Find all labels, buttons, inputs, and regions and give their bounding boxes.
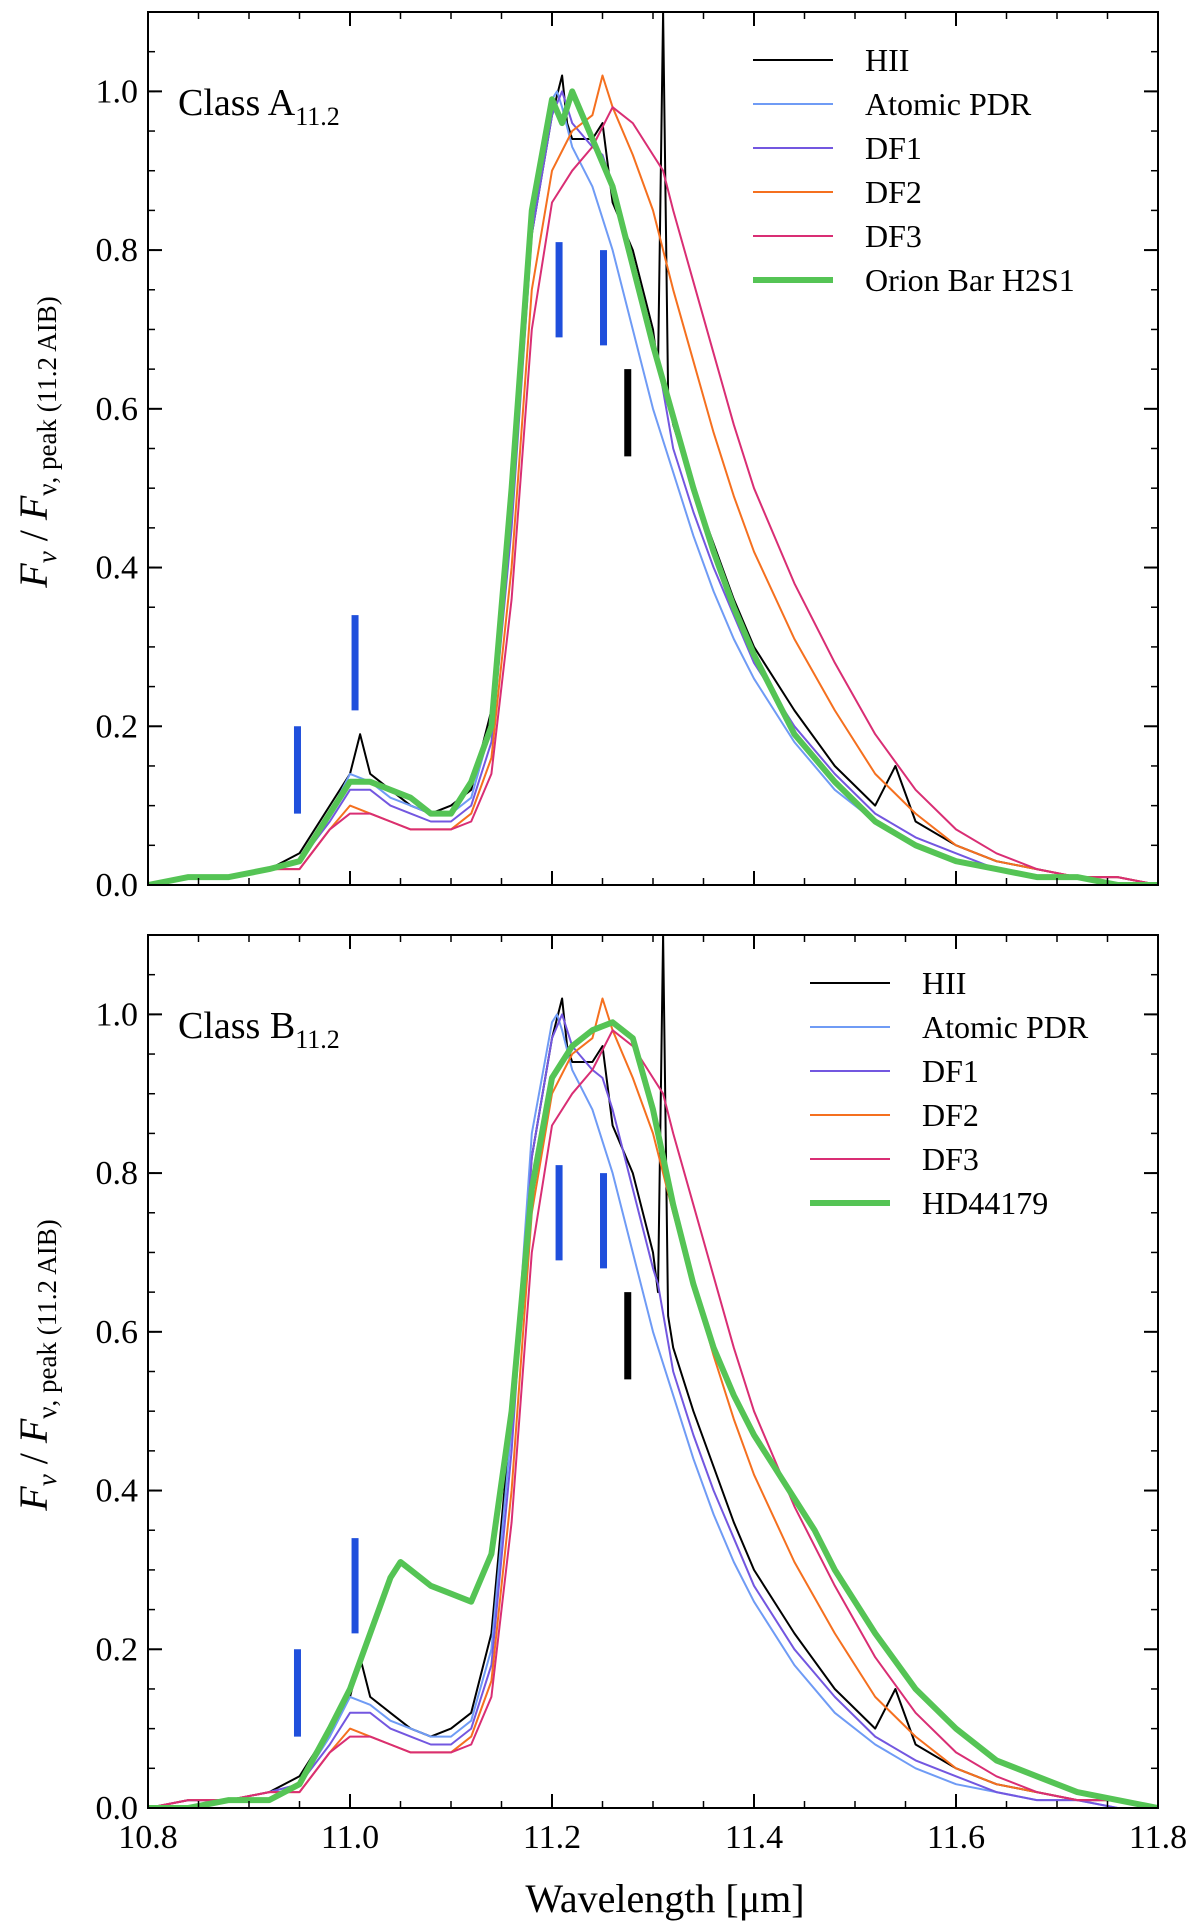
legend-label: DF3 [865, 218, 922, 254]
svg-text:Fν / Fν, peak (11.2 AIB): Fν / Fν, peak (11.2 AIB) [11, 1219, 62, 1511]
y-tick-label: 1.0 [96, 73, 139, 110]
series-line-4 [148, 106, 1158, 885]
x-tick-label: 11.8 [1129, 1819, 1187, 1856]
legend-label: DF2 [865, 174, 922, 210]
series-line-5 [148, 1019, 1158, 1808]
svg-text:Fν / Fν, peak (11.2 AIB): Fν / Fν, peak (11.2 AIB) [11, 296, 62, 588]
y-label-sep: / [11, 520, 56, 551]
y-label-sub1: ν [32, 551, 62, 563]
legend-label: Orion Bar H2S1 [865, 262, 1075, 298]
y-tick-label: 0.4 [96, 1473, 139, 1510]
y-label-sep: / [11, 1443, 56, 1474]
panel-label: Class B11.2 [178, 1005, 340, 1054]
x-tick-label: 11.6 [927, 1819, 985, 1856]
x-tick-label: 10.8 [118, 1819, 178, 1856]
y-tick-label: 0.4 [96, 550, 139, 587]
y-label-main2: F [11, 495, 56, 521]
series-group [148, 935, 1158, 1808]
x-axis-label: Wavelength [μm] [525, 1876, 804, 1921]
y-label-sub1: ν [32, 1474, 62, 1486]
series-line-3 [148, 74, 1158, 885]
series-line-1 [148, 1013, 1158, 1808]
legend: HII Atomic PDR DF1 DF2 DF3 Orion Bar H2S1 [753, 42, 1075, 298]
y-axis-label-bottom: Fν / Fν, peak (11.2 AIB) [11, 1219, 62, 1511]
legend-label: HII [922, 965, 966, 1001]
y-label-main2: F [11, 1418, 56, 1444]
y-tick-label: 1.0 [96, 996, 139, 1033]
panel-label: Class A11.2 [178, 82, 340, 131]
legend: HII Atomic PDR DF1 DF2 DF3 HD44179 [810, 965, 1089, 1221]
series-line-0 [148, 12, 1158, 885]
y-tick-label: 0.6 [96, 1314, 139, 1351]
x-tick-label: 11.0 [321, 1819, 379, 1856]
y-tick-label: 0.2 [96, 1631, 139, 1668]
legend-label: HII [865, 42, 909, 78]
series-line-2 [148, 1013, 1158, 1808]
panel-label-subscript: 11.2 [295, 102, 340, 131]
panel-label-text: Class B [178, 1005, 295, 1047]
series-line-3 [148, 997, 1158, 1808]
series-line-5 [148, 88, 1158, 885]
y-label-main: F [11, 1486, 56, 1512]
panel-bottom: 10.8 11.0 11.2 11.4 11.6 11.8 0.0 0.2 0.4 0.6 0.8 1… [96, 934, 1187, 1856]
panel-top: 0.0 0.2 0.4 0.6 0.8 1.0 Class A11.2 HII Atomic P… [96, 11, 1159, 904]
legend-label: DF3 [922, 1141, 979, 1177]
y-tick-label: 0.8 [96, 1155, 139, 1192]
legend-label: Atomic PDR [865, 86, 1032, 122]
legend-label: DF1 [922, 1053, 979, 1089]
y-tick-label: 0.0 [96, 867, 139, 904]
legend-label: HD44179 [922, 1185, 1048, 1221]
legend-label: DF2 [922, 1097, 979, 1133]
y-label-sub2: ν, peak (11.2 AIB) [32, 296, 62, 495]
y-axis-label-top: Fν / Fν, peak (11.2 AIB) [11, 296, 62, 588]
x-tick-label: 11.2 [523, 1819, 581, 1856]
series-line-0 [148, 935, 1158, 1808]
legend-label: DF1 [865, 130, 922, 166]
x-tick-label: 11.4 [725, 1819, 783, 1856]
series-line-4 [148, 1029, 1158, 1808]
y-tick-label: 0.6 [96, 391, 139, 428]
y-tick-label: 0.8 [96, 232, 139, 269]
y-label-sub2: ν, peak (11.2 AIB) [32, 1219, 62, 1418]
y-tick-label: 0.2 [96, 708, 139, 745]
panel-label-subscript: 11.2 [295, 1025, 340, 1054]
y-label-main: F [11, 563, 56, 589]
legend-label: Atomic PDR [922, 1009, 1089, 1045]
y-tick-label: 0.0 [96, 1790, 139, 1827]
series-group [148, 12, 1158, 885]
panel-label-text: Class A [178, 82, 296, 124]
